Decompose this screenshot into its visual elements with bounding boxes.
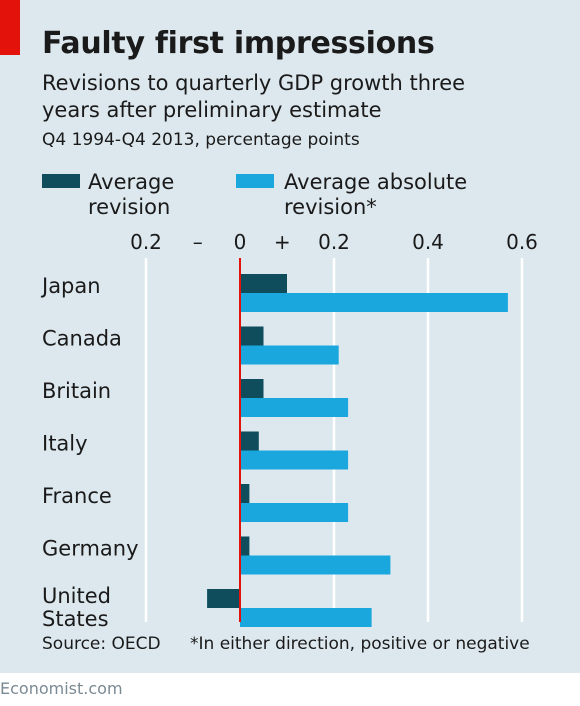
bar-average-absolute-revision bbox=[240, 555, 391, 575]
red-accent-tag bbox=[0, 0, 20, 55]
publisher-credit: Economist.com bbox=[0, 679, 123, 698]
bar-average-revision bbox=[240, 536, 250, 556]
x-tick-label: 0.2 bbox=[318, 230, 350, 254]
bar-average-revision bbox=[240, 431, 259, 451]
bar-average-revision bbox=[240, 326, 264, 346]
bar-average-absolute-revision bbox=[240, 293, 508, 312]
footnote: *In either direction, positive or negati… bbox=[190, 634, 530, 654]
category-label: Canada bbox=[42, 327, 122, 351]
bar-average-absolute-revision bbox=[240, 503, 349, 522]
category-label: France bbox=[42, 484, 112, 508]
bar-chart: 0.2 0 0.2 0.4 0.6 – + Japan Canada Britain Italy Fr… bbox=[40, 230, 538, 631]
legend-label-average-revision: Average revision bbox=[88, 170, 175, 219]
x-tick-label: 0 bbox=[234, 230, 247, 254]
category-label: United States bbox=[42, 584, 111, 631]
bar-average-revision bbox=[240, 379, 264, 398]
x-tick-label: 0.6 bbox=[506, 230, 538, 254]
legend-swatch-average-absolute-revision bbox=[236, 174, 274, 188]
category-label: Japan bbox=[40, 274, 101, 298]
chart-subtitle: Revisions to quarterly GDP growth three … bbox=[42, 71, 466, 122]
chart-title: Faulty first impressions bbox=[42, 26, 435, 61]
bar-average-absolute-revision bbox=[240, 345, 339, 365]
legend-label-average-absolute-revision: Average absolute revision* bbox=[284, 170, 468, 219]
bar-average-absolute-revision bbox=[240, 398, 349, 417]
negative-sign-label: – bbox=[193, 230, 203, 254]
bar-average-absolute-revision bbox=[240, 450, 349, 470]
bar-average-revision bbox=[207, 589, 240, 608]
chart-units: Q4 1994-Q4 2013, percentage points bbox=[42, 130, 360, 150]
category-label: Italy bbox=[42, 432, 88, 456]
category-label: Germany bbox=[42, 537, 139, 561]
bar-average-absolute-revision bbox=[240, 608, 372, 627]
bar-average-revision bbox=[240, 484, 250, 503]
category-label: Britain bbox=[42, 379, 111, 403]
x-tick-label: 0.4 bbox=[412, 230, 444, 254]
positive-sign-label: + bbox=[274, 230, 291, 254]
x-tick-label: 0.2 bbox=[130, 230, 162, 254]
bar-average-revision bbox=[240, 274, 287, 293]
source-note: Source: OECD bbox=[42, 634, 161, 654]
legend-swatch-average-revision bbox=[42, 174, 80, 188]
